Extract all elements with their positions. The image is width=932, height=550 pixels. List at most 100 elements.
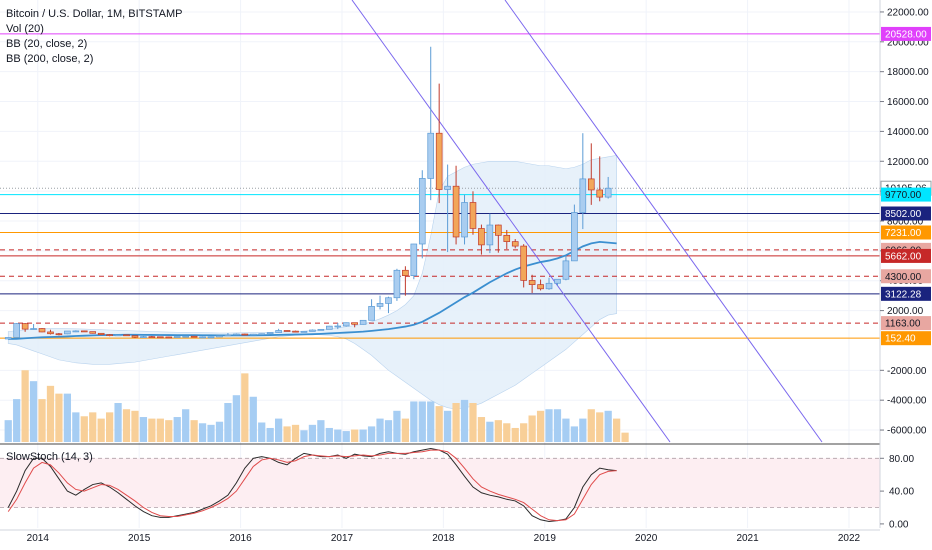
volume-bar — [596, 412, 604, 442]
candle-body — [461, 202, 468, 238]
candle-body — [486, 224, 494, 246]
price-badge — [881, 316, 931, 331]
volume-bar — [520, 423, 528, 442]
volume-bar — [351, 429, 359, 442]
candle-body — [351, 322, 358, 325]
chart-title: Bitcoin / U.S. Dollar, 1M, BITSTAMP — [6, 8, 183, 20]
price-badge — [881, 225, 931, 240]
price-tick-label: 20000.00 — [887, 37, 929, 48]
volume-bar — [80, 416, 88, 442]
candle-body — [241, 333, 249, 336]
candle-body — [469, 202, 477, 229]
candle-body — [38, 328, 46, 333]
price-badge-label: 4300.00 — [885, 272, 922, 283]
bb20-legend: BB (20, close, 2) — [6, 38, 88, 50]
volume-bar — [156, 418, 164, 442]
volume-bar — [460, 399, 469, 442]
stoch-band — [0, 458, 880, 508]
stoch-line — [7, 449, 617, 522]
volume-bar — [334, 429, 342, 442]
candle-body — [157, 336, 164, 339]
volume-bar — [266, 427, 274, 442]
candle-body — [190, 335, 198, 338]
candle-body — [173, 336, 181, 338]
volume-bar — [63, 393, 71, 442]
candle-body — [435, 132, 443, 190]
volume-bar — [249, 396, 257, 442]
volume-bar — [486, 421, 494, 442]
candle-body — [309, 329, 316, 332]
candle-body — [207, 336, 215, 339]
volume-bar — [190, 420, 198, 442]
volume-bar — [207, 424, 215, 442]
price-badge — [881, 269, 931, 284]
candle-body — [604, 187, 612, 198]
bb-fill — [7, 154, 617, 410]
candle-body — [511, 241, 519, 247]
price-tick-label: 2000.00 — [887, 306, 924, 317]
volume-bar — [122, 409, 131, 442]
price-badges: 20528.0010195.069770.008502.007231.00606… — [880, 26, 932, 346]
volume-bar — [393, 410, 401, 442]
candle-body — [562, 260, 570, 280]
candle-body — [4, 337, 12, 340]
price-badge-label: 20528.00 — [885, 29, 927, 40]
candle-body — [114, 334, 122, 337]
volume-bar — [283, 426, 291, 442]
candle-body — [131, 335, 139, 338]
candle-body — [140, 336, 147, 339]
candle-body — [520, 245, 527, 281]
volume-bar — [173, 417, 181, 442]
price-badge-label: 152.40 — [885, 334, 916, 345]
candle-body — [393, 269, 401, 299]
time-tick-label: 2022 — [838, 533, 861, 544]
volume-bar — [587, 409, 595, 442]
candle-body — [503, 234, 511, 242]
volume-bar — [89, 412, 97, 442]
candle-body — [410, 243, 418, 277]
price-tick-label: -2000.00 — [887, 366, 927, 377]
time-tick-label: 2021 — [736, 533, 759, 544]
volume-bar — [232, 395, 240, 442]
price-tick-label: 14000.00 — [887, 127, 929, 138]
volume-bars — [4, 370, 629, 442]
volume-bar — [477, 417, 486, 442]
candle-body — [283, 330, 291, 332]
volume-bar — [215, 421, 224, 442]
volume-bar — [494, 420, 502, 442]
volume-bar — [241, 373, 249, 442]
price-tick-label: 8000.00 — [887, 217, 924, 228]
price-badge — [881, 286, 931, 301]
candle-body — [317, 328, 325, 331]
volume-bar — [13, 399, 21, 442]
price-badge — [881, 331, 931, 346]
price-badge-label: 1163.00 — [885, 319, 921, 330]
candle-body — [64, 330, 71, 335]
candle-body — [452, 185, 460, 238]
volume-bar — [536, 410, 545, 442]
volume-bar — [359, 429, 367, 442]
candle-body — [47, 331, 54, 335]
volume-bar — [452, 403, 460, 442]
candle-body — [292, 330, 299, 333]
candle-body — [376, 303, 384, 307]
volume-bar — [46, 385, 55, 442]
volume-bar — [224, 403, 232, 442]
volume-bar — [384, 420, 393, 442]
candle-body — [478, 228, 485, 246]
volume-bar — [613, 418, 621, 442]
time-tick-label: 2015 — [128, 533, 151, 544]
volume-bar — [325, 427, 333, 442]
volume-bar — [4, 420, 12, 442]
volume-bar — [579, 418, 587, 442]
candle-body — [224, 334, 232, 337]
price-badge — [881, 187, 931, 202]
candle-body — [249, 333, 257, 336]
volume-bar — [418, 401, 426, 442]
candle-body — [587, 178, 595, 191]
time-tick-label: 2014 — [27, 533, 50, 544]
stoch-legend: SlowStoch (14, 3) — [6, 451, 93, 463]
volume-bar — [148, 418, 156, 442]
candle-body — [528, 280, 536, 285]
